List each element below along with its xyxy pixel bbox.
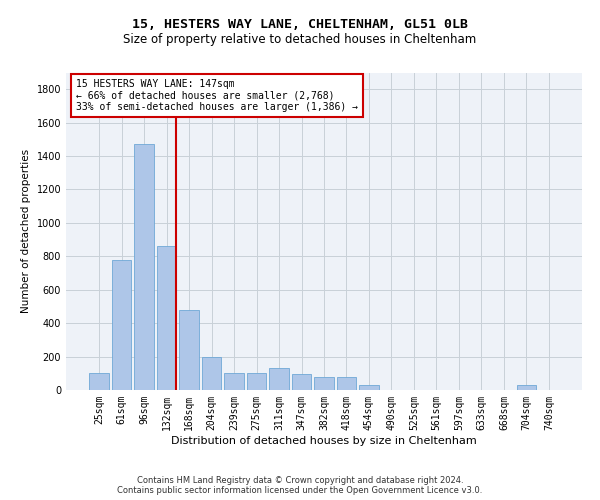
Text: 15, HESTERS WAY LANE, CHELTENHAM, GL51 0LB: 15, HESTERS WAY LANE, CHELTENHAM, GL51 0… — [132, 18, 468, 30]
Bar — [247, 374, 266, 390]
Bar — [359, 385, 379, 390]
Bar — [157, 246, 176, 390]
Bar — [517, 385, 536, 390]
Bar — [224, 374, 244, 390]
Bar — [112, 260, 131, 390]
Bar — [179, 310, 199, 390]
Bar — [314, 376, 334, 390]
Bar — [337, 376, 356, 390]
Bar — [292, 374, 311, 390]
Bar — [202, 356, 221, 390]
Bar — [89, 374, 109, 390]
Bar — [134, 144, 154, 390]
Y-axis label: Number of detached properties: Number of detached properties — [21, 149, 31, 314]
Text: Size of property relative to detached houses in Cheltenham: Size of property relative to detached ho… — [124, 32, 476, 46]
Text: 15 HESTERS WAY LANE: 147sqm
← 66% of detached houses are smaller (2,768)
33% of : 15 HESTERS WAY LANE: 147sqm ← 66% of det… — [76, 79, 358, 112]
Text: Contains HM Land Registry data © Crown copyright and database right 2024.
Contai: Contains HM Land Registry data © Crown c… — [118, 476, 482, 495]
X-axis label: Distribution of detached houses by size in Cheltenham: Distribution of detached houses by size … — [171, 436, 477, 446]
Bar — [269, 368, 289, 390]
